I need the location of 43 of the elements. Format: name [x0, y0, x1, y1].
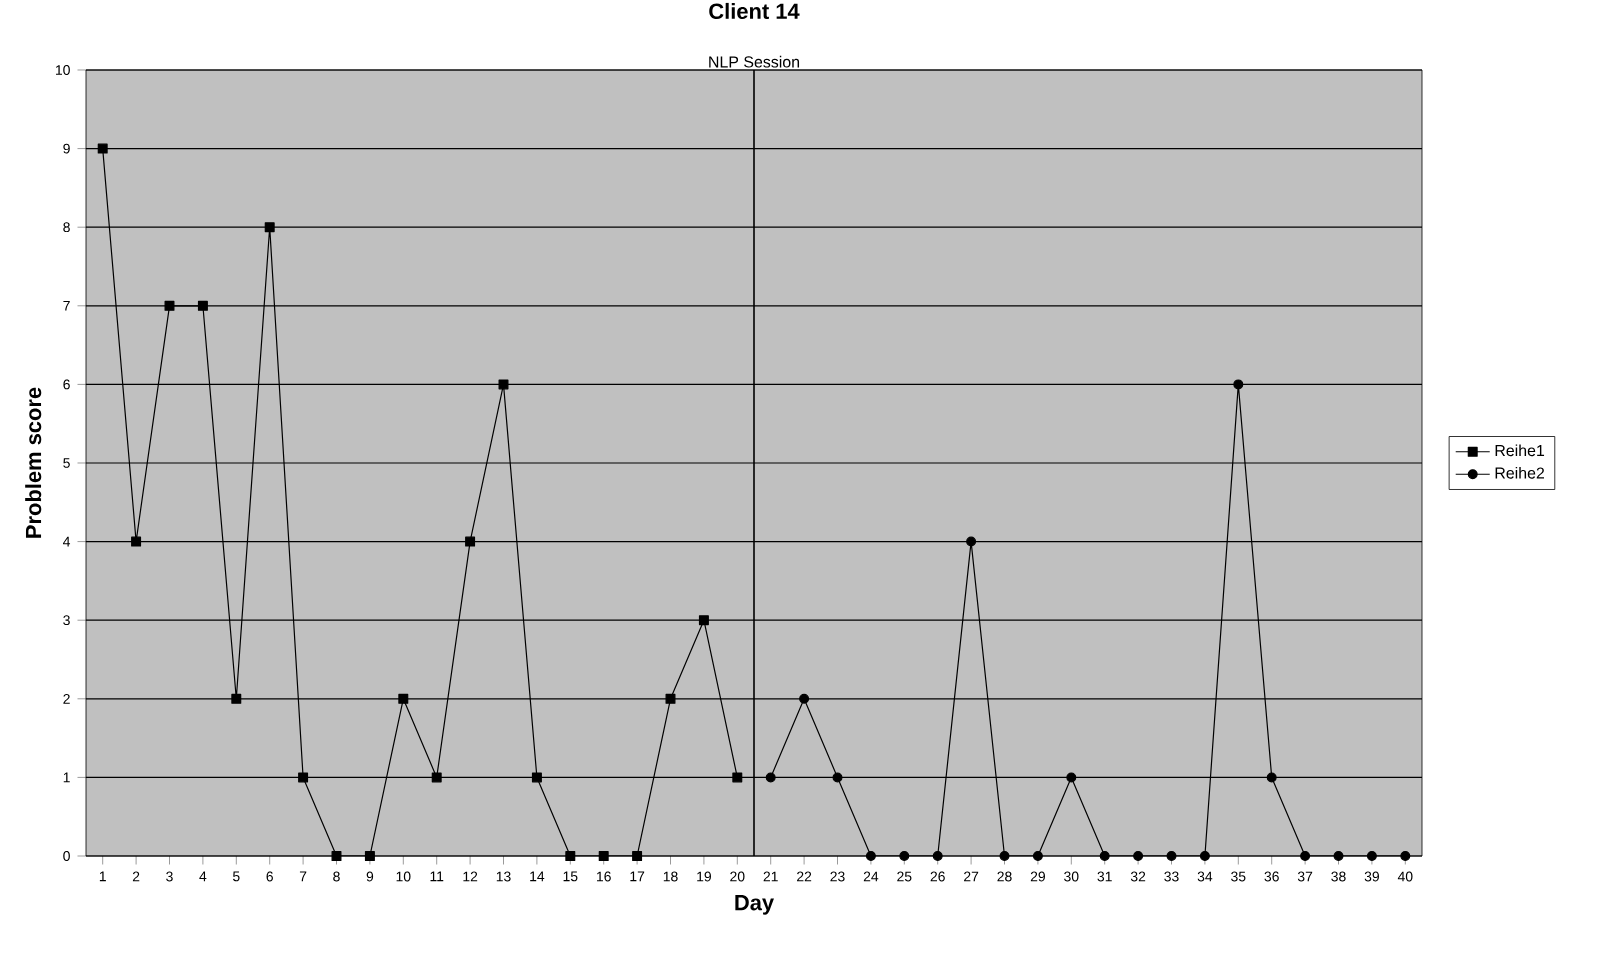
point: [598, 851, 609, 861]
point: [832, 772, 843, 783]
point: [97, 143, 108, 154]
point: [999, 851, 1010, 861]
point: [932, 851, 943, 861]
point: [131, 536, 142, 547]
point: [799, 693, 810, 704]
point: [966, 536, 977, 547]
point: [698, 615, 709, 626]
point: [1166, 851, 1177, 861]
point: [565, 851, 576, 861]
point: [899, 851, 910, 861]
point: [1099, 851, 1110, 861]
point: [264, 222, 275, 233]
point: [498, 379, 509, 390]
point: [1333, 851, 1344, 861]
point: [632, 851, 643, 861]
point: [1266, 772, 1277, 783]
point: [1066, 772, 1077, 783]
point: [765, 772, 776, 783]
chart-title: Client 14: [709, 2, 800, 19]
point: [732, 772, 743, 783]
point: [364, 851, 375, 861]
point: [298, 772, 309, 783]
point: [865, 851, 876, 861]
y-axis-title: Problem score: [25, 387, 42, 538]
point: [398, 693, 409, 704]
point: [431, 772, 442, 783]
point: [1199, 851, 1210, 861]
point: [465, 536, 476, 547]
point: [1133, 851, 1144, 861]
point: [1233, 379, 1244, 390]
point: [1400, 851, 1411, 861]
x-axis-title: Day: [735, 895, 774, 915]
point: [531, 772, 542, 783]
point: [231, 693, 242, 704]
point: [197, 300, 208, 311]
point: [1300, 851, 1311, 861]
point: [331, 851, 342, 861]
point: [665, 693, 676, 704]
point: [1366, 851, 1377, 861]
point: [164, 300, 175, 311]
point: [1032, 851, 1043, 861]
